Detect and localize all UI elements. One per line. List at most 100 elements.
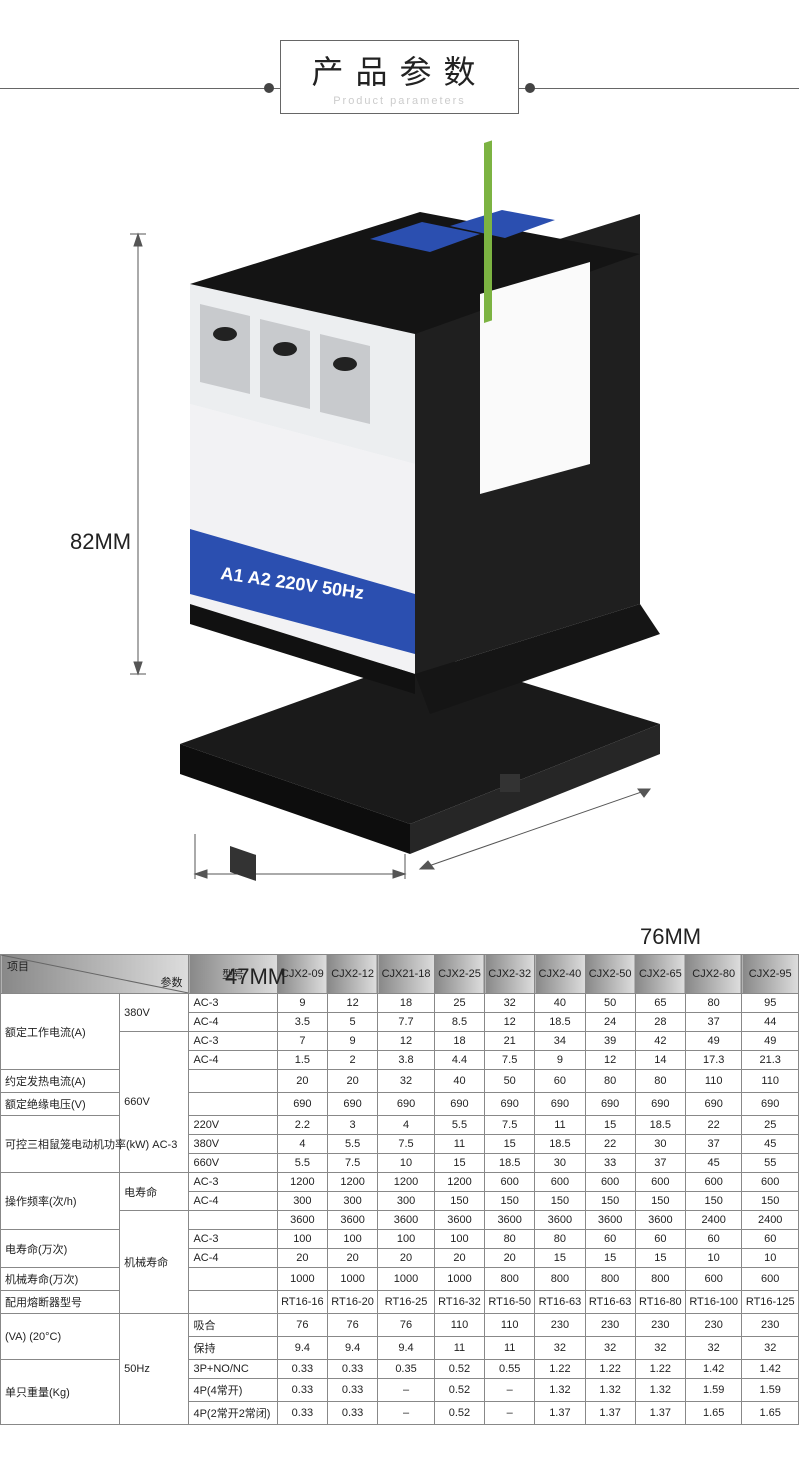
value-cell: 30	[635, 1135, 685, 1154]
section-header: 产品参数 Product parameters	[0, 0, 799, 134]
row-group-label: (VA) (20°C)	[1, 1314, 120, 1360]
value-cell: 10	[685, 1249, 741, 1268]
row-sub2-label: AC-3	[189, 1173, 277, 1192]
value-cell: 600	[742, 1268, 799, 1291]
product-svg: A1 A2 220V 50Hz	[50, 134, 750, 894]
value-cell: 34	[535, 1032, 585, 1051]
value-cell: 1.37	[635, 1402, 685, 1425]
dimension-depth: 47MM	[225, 964, 286, 990]
value-cell: 2400	[685, 1211, 741, 1230]
value-cell: 20	[485, 1249, 535, 1268]
value-cell: 0.33	[277, 1402, 327, 1425]
value-cell: 11	[434, 1135, 484, 1154]
value-cell: 28	[635, 1013, 685, 1032]
value-cell: 5.5	[327, 1135, 377, 1154]
model-col: CJX21-18	[378, 955, 435, 994]
value-cell: 1200	[378, 1173, 435, 1192]
value-cell: –	[378, 1402, 435, 1425]
value-cell: 800	[635, 1268, 685, 1291]
value-cell: 600	[585, 1173, 635, 1192]
value-cell: 20	[378, 1249, 435, 1268]
row-sub2-label: 3P+NO/NC	[189, 1360, 277, 1379]
value-cell: 18	[434, 1032, 484, 1051]
header-subtitle: Product parameters	[311, 95, 487, 107]
value-cell: 18.5	[535, 1013, 585, 1032]
table-row: 操作频率(次/h)电寿命AC-3120012001200120060060060…	[1, 1173, 799, 1192]
value-cell: 300	[327, 1192, 377, 1211]
value-cell: 690	[742, 1093, 799, 1116]
value-cell: 80	[485, 1230, 535, 1249]
table-row: 配用熔断器型号RT16-16RT16-20RT16-25RT16-32RT16-…	[1, 1291, 799, 1314]
value-cell: 12	[378, 1032, 435, 1051]
table-row: (VA) (20°C)50Hz吸合76767611011023023023023…	[1, 1314, 799, 1337]
value-cell: 1.32	[585, 1379, 635, 1402]
value-cell: 32	[585, 1337, 635, 1360]
value-cell: 3600	[277, 1211, 327, 1230]
value-cell: 300	[277, 1192, 327, 1211]
value-cell: 1.32	[635, 1379, 685, 1402]
value-cell: 800	[585, 1268, 635, 1291]
value-cell: 15	[535, 1249, 585, 1268]
value-cell: 0.33	[277, 1379, 327, 1402]
value-cell: 110	[742, 1070, 799, 1093]
value-cell: 20	[327, 1249, 377, 1268]
value-cell: 45	[685, 1154, 741, 1173]
value-cell: RT16-25	[378, 1291, 435, 1314]
value-cell: RT16-80	[635, 1291, 685, 1314]
value-cell: 1.22	[535, 1360, 585, 1379]
value-cell: 1200	[277, 1173, 327, 1192]
value-cell: 3600	[327, 1211, 377, 1230]
value-cell: 3.8	[378, 1051, 435, 1070]
value-cell: 100	[378, 1230, 435, 1249]
value-cell: 15	[434, 1154, 484, 1173]
row-sub2-label: AC-4	[189, 1051, 277, 1070]
value-cell: 18	[378, 994, 435, 1013]
value-cell: 1.59	[685, 1379, 741, 1402]
table-row: 电寿命(万次)AC-3100100100100808060606060	[1, 1230, 799, 1249]
value-cell: 12	[327, 994, 377, 1013]
value-cell: 76	[378, 1314, 435, 1337]
value-cell: 22	[685, 1116, 741, 1135]
value-cell: 15	[585, 1249, 635, 1268]
value-cell: 150	[535, 1192, 585, 1211]
table-row: 机械寿命(万次)10001000100010008008008008006006…	[1, 1268, 799, 1291]
table-row: 额定绝缘电压(V)690690690690690690690690690690	[1, 1093, 799, 1116]
value-cell: 18.5	[635, 1116, 685, 1135]
value-cell: 100	[434, 1230, 484, 1249]
value-cell: 7.5	[485, 1051, 535, 1070]
value-cell: 11	[485, 1337, 535, 1360]
value-cell: 20	[277, 1249, 327, 1268]
model-col: CJX2-40	[535, 955, 585, 994]
value-cell: 60	[635, 1230, 685, 1249]
value-cell: 7.5	[378, 1135, 435, 1154]
value-cell: 37	[685, 1013, 741, 1032]
spec-table-head: 项目 参数 型号 CJX2-09 CJX2-12 CJX21-18 CJX2-2…	[1, 955, 799, 994]
value-cell: 18.5	[485, 1154, 535, 1173]
row-sub2-label	[189, 1211, 277, 1230]
value-cell: 10	[742, 1249, 799, 1268]
value-cell: 45	[742, 1135, 799, 1154]
row-group-label: 配用熔断器型号	[1, 1291, 278, 1314]
value-cell: 800	[485, 1268, 535, 1291]
product-diagram: A1 A2 220V 50Hz 82MM 47MM 76MM	[0, 134, 799, 934]
value-cell: 11	[434, 1337, 484, 1360]
value-cell: 32	[378, 1070, 435, 1093]
value-cell: 150	[485, 1192, 535, 1211]
value-cell: 1.37	[535, 1402, 585, 1425]
row-group-label: 约定发热电流(A)	[1, 1070, 278, 1093]
value-cell: 12	[585, 1051, 635, 1070]
value-cell: 2	[327, 1051, 377, 1070]
row-sub1-label: 380V	[120, 994, 189, 1032]
value-cell: 37	[635, 1154, 685, 1173]
value-cell: 0.52	[434, 1360, 484, 1379]
value-cell: 8.5	[434, 1013, 484, 1032]
value-cell: 0.52	[434, 1379, 484, 1402]
value-cell: 21	[485, 1032, 535, 1051]
row-group-label: 额定工作电流(A)	[1, 994, 120, 1070]
value-cell: 18.5	[535, 1135, 585, 1154]
value-cell: 1000	[277, 1268, 327, 1291]
value-cell: 25	[434, 994, 484, 1013]
value-cell: 25	[742, 1116, 799, 1135]
value-cell: 7.7	[378, 1013, 435, 1032]
value-cell: 1.22	[585, 1360, 635, 1379]
